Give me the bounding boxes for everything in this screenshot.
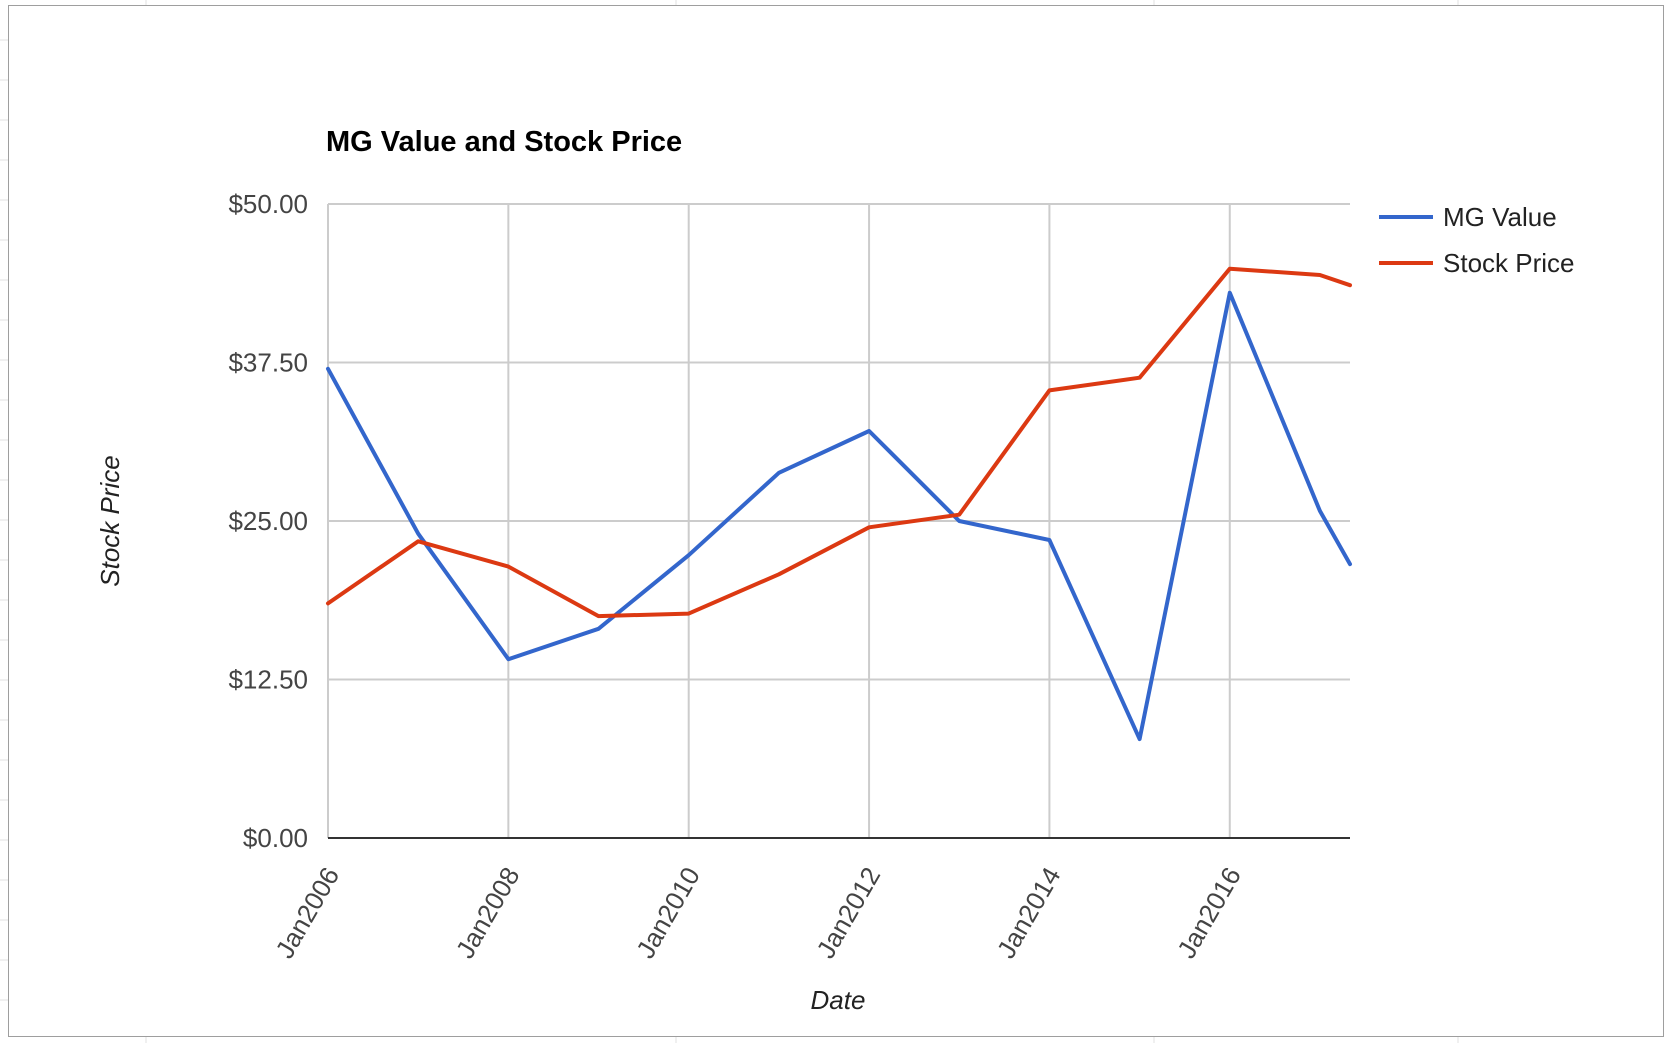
chart-series [326,266,1352,742]
y-tick-label: $0.00 [243,823,308,853]
y-axis-title: Stock Price [95,455,125,587]
legend-item-mg-value[interactable]: MG Value [1379,202,1557,232]
y-tick-label: $25.00 [228,506,308,536]
x-tick-label: Jan2012 [810,862,886,963]
y-tick-label: $50.00 [228,189,308,219]
y-tick-label: $37.50 [228,348,308,378]
chart-gridlines [327,203,1350,838]
legend: MG Value Stock Price [1379,202,1575,278]
y-tick-label: $12.50 [228,665,308,695]
x-tick-label: Jan2016 [1171,862,1247,963]
x-tick-label: Jan2014 [991,862,1067,963]
x-tick-label: Jan2008 [450,862,526,963]
series-line-mg-value [326,290,1352,742]
series-line-stock-price [326,266,1352,619]
x-tick-label: Jan2006 [269,862,345,963]
legend-label-stock-price: Stock Price [1443,248,1575,278]
legend-item-stock-price[interactable]: Stock Price [1379,248,1575,278]
x-axis-title: Date [811,985,866,1015]
x-tick-label: Jan2010 [630,862,706,963]
chart-title: MG Value and Stock Price [326,126,682,158]
legend-label-mg-value: MG Value [1443,202,1557,232]
chart-tick-labels: $50.00 $37.50 $25.00 $12.50 $0.00 Jan2006 Jan2… [228,189,1246,963]
